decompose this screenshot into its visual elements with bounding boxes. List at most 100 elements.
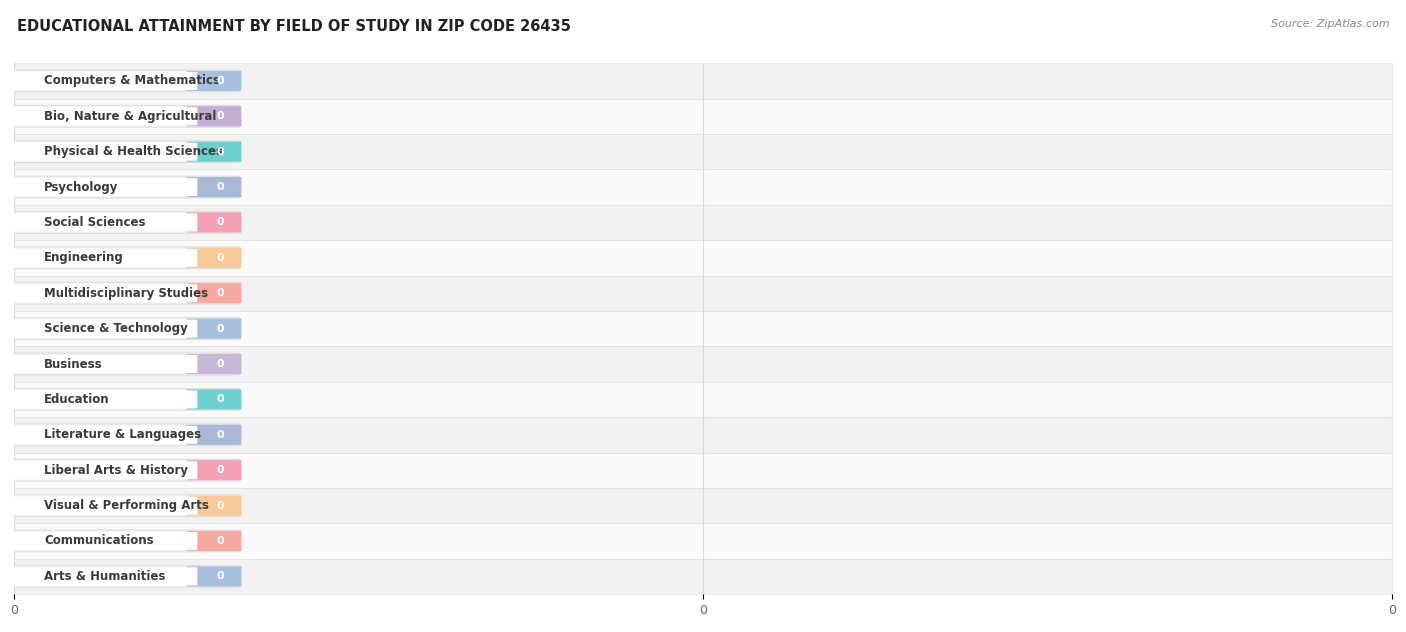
Text: Source: ZipAtlas.com: Source: ZipAtlas.com xyxy=(1271,19,1389,29)
FancyBboxPatch shape xyxy=(186,177,242,197)
Text: Bio, Nature & Agricultural: Bio, Nature & Agricultural xyxy=(45,110,217,123)
Circle shape xyxy=(14,80,42,82)
Text: 0: 0 xyxy=(217,76,225,86)
FancyBboxPatch shape xyxy=(14,134,1392,169)
Text: Liberal Arts & History: Liberal Arts & History xyxy=(45,464,188,477)
FancyBboxPatch shape xyxy=(11,284,197,302)
Text: Computers & Mathematics: Computers & Mathematics xyxy=(45,75,221,87)
Text: 0: 0 xyxy=(217,111,225,121)
Text: Psychology: Psychology xyxy=(45,181,118,193)
FancyBboxPatch shape xyxy=(11,568,197,585)
Circle shape xyxy=(14,540,42,542)
FancyBboxPatch shape xyxy=(14,240,1392,276)
Circle shape xyxy=(14,470,42,471)
Text: 0: 0 xyxy=(217,536,225,546)
Circle shape xyxy=(14,576,42,577)
FancyBboxPatch shape xyxy=(4,566,240,587)
FancyBboxPatch shape xyxy=(11,107,197,125)
Text: 0: 0 xyxy=(217,288,225,298)
FancyBboxPatch shape xyxy=(11,143,197,161)
FancyBboxPatch shape xyxy=(186,425,242,445)
FancyBboxPatch shape xyxy=(14,488,1392,523)
Text: 0: 0 xyxy=(217,147,225,157)
Text: 0: 0 xyxy=(217,571,225,581)
Circle shape xyxy=(14,434,42,435)
FancyBboxPatch shape xyxy=(4,283,240,304)
Circle shape xyxy=(14,257,42,258)
Text: Communications: Communications xyxy=(45,535,155,547)
FancyBboxPatch shape xyxy=(186,106,242,126)
FancyBboxPatch shape xyxy=(4,495,240,516)
FancyBboxPatch shape xyxy=(14,559,1392,594)
Text: 0: 0 xyxy=(217,359,225,369)
FancyBboxPatch shape xyxy=(14,382,1392,417)
Text: Education: Education xyxy=(45,393,110,406)
Text: Physical & Health Sciences: Physical & Health Sciences xyxy=(45,145,224,158)
Text: Engineering: Engineering xyxy=(45,252,124,264)
FancyBboxPatch shape xyxy=(14,523,1392,559)
Text: 0: 0 xyxy=(217,253,225,263)
Text: EDUCATIONAL ATTAINMENT BY FIELD OF STUDY IN ZIP CODE 26435: EDUCATIONAL ATTAINMENT BY FIELD OF STUDY… xyxy=(17,19,571,34)
FancyBboxPatch shape xyxy=(14,417,1392,453)
FancyBboxPatch shape xyxy=(14,311,1392,346)
FancyBboxPatch shape xyxy=(14,99,1392,134)
FancyBboxPatch shape xyxy=(4,176,240,198)
FancyBboxPatch shape xyxy=(186,460,242,480)
FancyBboxPatch shape xyxy=(4,70,240,92)
Text: 0: 0 xyxy=(217,430,225,440)
FancyBboxPatch shape xyxy=(186,71,242,91)
FancyBboxPatch shape xyxy=(14,63,1392,99)
Circle shape xyxy=(14,293,42,294)
Text: Business: Business xyxy=(45,358,103,370)
FancyBboxPatch shape xyxy=(4,353,240,375)
Circle shape xyxy=(14,328,42,329)
FancyBboxPatch shape xyxy=(4,459,240,481)
FancyBboxPatch shape xyxy=(11,461,197,479)
FancyBboxPatch shape xyxy=(4,247,240,269)
Text: Literature & Languages: Literature & Languages xyxy=(45,428,201,441)
FancyBboxPatch shape xyxy=(186,531,242,551)
FancyBboxPatch shape xyxy=(4,141,240,162)
FancyBboxPatch shape xyxy=(186,248,242,268)
Text: 0: 0 xyxy=(217,501,225,511)
FancyBboxPatch shape xyxy=(186,566,242,586)
Circle shape xyxy=(14,222,42,223)
Text: 0: 0 xyxy=(217,324,225,334)
FancyBboxPatch shape xyxy=(11,532,197,550)
FancyBboxPatch shape xyxy=(186,319,242,339)
Text: Science & Technology: Science & Technology xyxy=(45,322,188,335)
FancyBboxPatch shape xyxy=(11,355,197,373)
FancyBboxPatch shape xyxy=(4,212,240,233)
FancyBboxPatch shape xyxy=(14,169,1392,205)
FancyBboxPatch shape xyxy=(11,497,197,514)
FancyBboxPatch shape xyxy=(11,426,197,444)
FancyBboxPatch shape xyxy=(11,249,197,267)
Text: 0: 0 xyxy=(217,217,225,228)
Text: 0: 0 xyxy=(217,465,225,475)
Circle shape xyxy=(14,151,42,152)
FancyBboxPatch shape xyxy=(186,283,242,303)
Text: Arts & Humanities: Arts & Humanities xyxy=(45,570,166,583)
FancyBboxPatch shape xyxy=(14,453,1392,488)
FancyBboxPatch shape xyxy=(11,178,197,196)
Text: 0: 0 xyxy=(217,394,225,404)
FancyBboxPatch shape xyxy=(4,530,240,552)
FancyBboxPatch shape xyxy=(4,389,240,410)
Circle shape xyxy=(14,186,42,188)
Circle shape xyxy=(14,363,42,365)
FancyBboxPatch shape xyxy=(186,212,242,233)
FancyBboxPatch shape xyxy=(11,320,197,337)
Text: 0: 0 xyxy=(217,182,225,192)
FancyBboxPatch shape xyxy=(14,346,1392,382)
Circle shape xyxy=(14,505,42,506)
FancyBboxPatch shape xyxy=(4,424,240,446)
FancyBboxPatch shape xyxy=(11,391,197,408)
Text: Multidisciplinary Studies: Multidisciplinary Studies xyxy=(45,287,208,300)
FancyBboxPatch shape xyxy=(4,318,240,339)
FancyBboxPatch shape xyxy=(186,354,242,374)
Text: Visual & Performing Arts: Visual & Performing Arts xyxy=(45,499,209,512)
FancyBboxPatch shape xyxy=(11,214,197,231)
FancyBboxPatch shape xyxy=(4,106,240,127)
FancyBboxPatch shape xyxy=(186,389,242,410)
FancyBboxPatch shape xyxy=(11,72,197,90)
